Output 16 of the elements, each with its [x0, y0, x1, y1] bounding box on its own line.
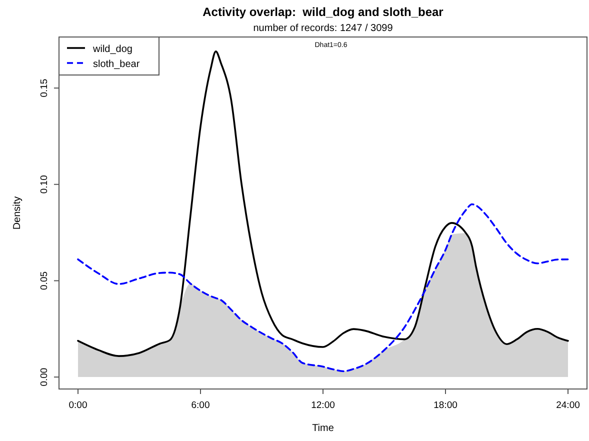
- x-tick-label: 18:00: [434, 400, 458, 411]
- y-tick-label: 0.10: [39, 175, 50, 194]
- line-series: [77, 203, 569, 372]
- x-tick-label: 6:00: [191, 400, 210, 411]
- x-axis-title: Time: [312, 423, 334, 434]
- chart-subtitle: number of records: 1247 / 3099: [253, 23, 394, 34]
- chart-title: Activity overlap: wild_dog and sloth_bear: [202, 5, 444, 19]
- y-tick-label: 0.05: [39, 271, 50, 290]
- y-axis-title: Density: [12, 196, 23, 230]
- x-tick-label: 24:00: [556, 400, 580, 411]
- legend-label: wild_dog: [92, 44, 132, 55]
- x-tick-label: 12:00: [311, 400, 335, 411]
- y-tick-label: 0.00: [39, 368, 50, 386]
- x-tick-label: 0:00: [68, 400, 88, 411]
- y-tick-label: 0.15: [39, 78, 50, 98]
- legend-label: sloth_bear: [93, 59, 140, 70]
